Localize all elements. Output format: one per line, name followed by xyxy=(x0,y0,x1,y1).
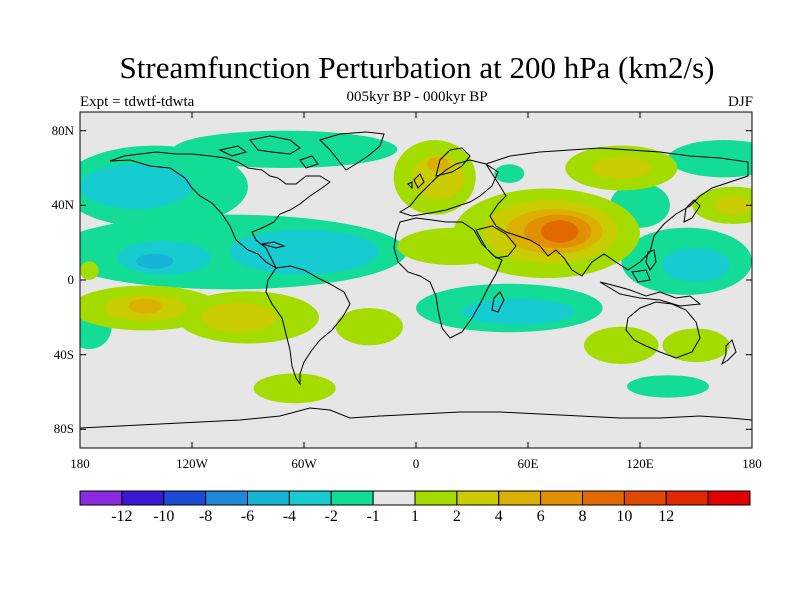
coastline-australia xyxy=(625,301,701,359)
coastline-british-isles xyxy=(407,173,425,190)
colorbar-label: -4 xyxy=(282,508,297,525)
lon-label: 0 xyxy=(412,456,420,471)
colorbar-swatch xyxy=(205,490,248,506)
colorbar xyxy=(79,490,751,506)
positive-anomaly-south-america-high-core xyxy=(201,302,276,333)
colorbar-label: -1 xyxy=(366,508,380,525)
chart-title: Streamfunction Perturbation at 200 hPa (… xyxy=(119,50,715,85)
colorbar-label: -10 xyxy=(153,508,175,525)
coastline-scandinavia xyxy=(435,147,471,177)
lat-label: 40S xyxy=(53,346,74,362)
negative-anomaly-tropical-atlantic-low-core xyxy=(229,229,379,275)
colorbar-label: 10 xyxy=(616,508,633,525)
coastline-africa xyxy=(393,217,503,339)
negative-anomaly-north-pacific-ne-low xyxy=(668,140,752,178)
colorbar-swatch xyxy=(707,490,751,506)
negative-anomaly-north-pacific-low-core xyxy=(80,164,192,210)
positive-anomaly-australia-high xyxy=(584,326,659,365)
colorbar-label: 6 xyxy=(536,508,545,525)
negative-anomaly-tropical-low-center xyxy=(136,253,174,269)
lon-label: 180 xyxy=(70,456,90,471)
season-label: DJF xyxy=(727,94,753,110)
colorbar-label: -6 xyxy=(240,508,255,525)
colorbar-swatch xyxy=(288,490,332,506)
lat-label: 80S xyxy=(53,421,74,437)
colorbar-swatch xyxy=(414,490,458,506)
coastline-madagascar xyxy=(491,291,505,313)
negative-anomaly-southern-africa-low-core xyxy=(462,298,575,325)
chart-subtitle: 005kyr BP - 000kyr BP xyxy=(346,89,488,105)
positive-anomaly-tibet-high-5 xyxy=(541,220,579,243)
negative-anomaly-southern-ocean-low xyxy=(626,375,710,398)
coastline-arctic-islands xyxy=(218,135,319,169)
colorbar-label: 1 xyxy=(411,508,419,525)
positive-anomaly-south-pacific-high-center xyxy=(128,298,163,314)
positive-anomaly-north-pacific-high-core xyxy=(714,196,752,215)
coastline-new-zealand xyxy=(720,339,737,366)
positive-anomaly-europe-high-center xyxy=(427,156,450,172)
coastline-asia xyxy=(485,147,749,277)
colorbar-label: 12 xyxy=(658,508,675,525)
lon-label: 60E xyxy=(517,456,539,471)
colorbar-swatch xyxy=(456,490,500,506)
colorbar-swatch xyxy=(665,490,709,506)
positive-anomaly-south-atlantic-high xyxy=(335,308,403,346)
experiment-label: Expt = tdwtf-tdwta xyxy=(80,94,195,110)
colorbar-label: -2 xyxy=(324,508,338,525)
colorbar-swatch xyxy=(247,490,290,506)
colorbar-label: -8 xyxy=(198,508,213,525)
negative-anomaly-arctic-atlantic-low xyxy=(173,130,398,168)
coastline-south-america xyxy=(265,265,351,386)
colorbar-swatch xyxy=(79,490,123,506)
coastline-antarctica xyxy=(80,407,752,429)
colorbar-swatch xyxy=(372,490,416,506)
negative-anomaly-north-atlantic-small-low xyxy=(494,164,525,183)
coastline-cuba xyxy=(261,241,286,249)
colorbar-label: 8 xyxy=(578,508,587,525)
coastline-layer xyxy=(80,131,752,429)
coastline-north-america xyxy=(109,151,331,270)
colorbar-label: -12 xyxy=(111,508,133,525)
colorbar-swatch xyxy=(498,490,542,506)
positive-anomaly-southern-ocean-high xyxy=(253,373,336,404)
positive-anomaly-north-pacific-east-high xyxy=(80,261,99,280)
colorbar-label: 2 xyxy=(452,508,461,525)
coastline-greenland xyxy=(319,131,385,171)
colorbar-swatch xyxy=(582,490,625,506)
lon-label: 120W xyxy=(176,456,208,471)
colorbar-swatch xyxy=(121,490,165,506)
coastline-arabia xyxy=(475,225,517,259)
lat-label: 40N xyxy=(51,197,74,213)
coastline-japan xyxy=(683,199,701,223)
contour-fill-layer xyxy=(80,130,752,404)
lon-label: 60W xyxy=(291,456,317,471)
lat-label: 80N xyxy=(51,122,74,138)
colorbar-swatch xyxy=(330,490,374,506)
lon-label: 180 xyxy=(742,456,762,471)
lon-label: 120E xyxy=(626,456,654,471)
colorbar-swatch xyxy=(540,490,583,506)
coastline-philippines xyxy=(645,249,657,271)
colorbar-swatch xyxy=(163,490,207,506)
colorbar-label: 4 xyxy=(494,508,503,525)
coastline-europe xyxy=(398,159,499,217)
coastline-indonesia xyxy=(599,269,702,307)
lat-label: 0 xyxy=(67,272,75,287)
positive-anomaly-siberia-high-core xyxy=(591,156,652,180)
axis-ticks xyxy=(79,112,753,448)
colorbar-swatch xyxy=(623,490,667,506)
negative-anomaly-west-pacific-low-core xyxy=(662,248,730,282)
